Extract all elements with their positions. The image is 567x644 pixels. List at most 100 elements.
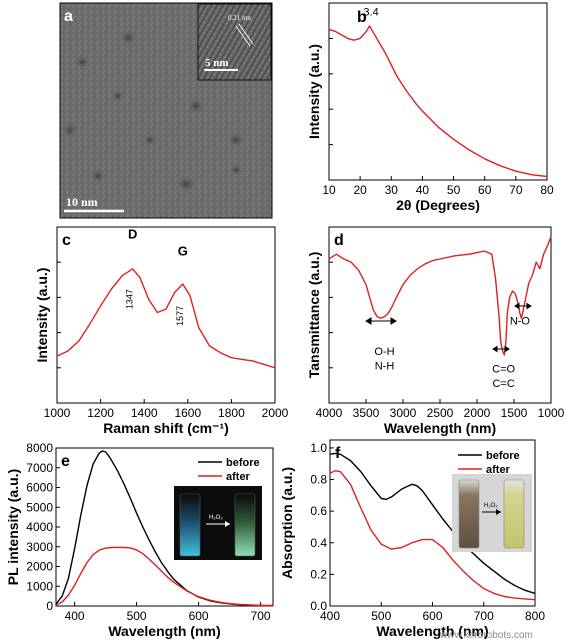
x-tick-label: 1400: [131, 406, 158, 420]
y-tick-label: 5000: [26, 500, 53, 514]
x-axis-label: Raman shift (cm⁻¹): [103, 420, 229, 436]
legend-before: before: [226, 457, 260, 469]
x-tick-label: 2000: [262, 406, 289, 420]
series-line-before: [329, 452, 536, 595]
y-tick-label: 6000: [26, 481, 53, 495]
tem-particles: [62, 30, 245, 193]
x-tick-label: 60: [478, 183, 492, 197]
y-axis-label: Intensity (a.u.): [34, 268, 50, 363]
panel-b: 10 20 30 40 50 60 70 80 3.4 2θ (Degrees) Intensi…: [306, 2, 554, 213]
y-tick-label: 0: [46, 599, 53, 613]
vial-photo: H₂O₂: [174, 486, 262, 560]
x-tick-label: 1800: [218, 406, 245, 420]
y-axis-label: Absorption (a.u.): [279, 467, 295, 579]
y-tick-label: 4000: [26, 520, 53, 534]
y-tick-label: 7000: [26, 461, 53, 475]
x-tick-label: 30: [385, 183, 399, 197]
y-tick-label: 0.8: [310, 473, 327, 487]
annotation: 3.4: [363, 6, 378, 18]
inset-spacing-label: 0.21 nm: [228, 14, 252, 22]
annotation: 1347: [125, 289, 135, 309]
y-axis-label: Intensity (a.u.): [306, 44, 322, 139]
x-tick-label: 3000: [390, 406, 417, 420]
scale-bar-label: 10 nm: [66, 195, 98, 209]
x-tick-label: 1200: [87, 406, 114, 420]
x-tick-label: 80: [540, 183, 554, 197]
legend-before: before: [486, 450, 520, 462]
y-tick-label: 2000: [26, 560, 53, 574]
series-line: [328, 236, 552, 356]
vial-photo: H₂O₂: [452, 474, 532, 552]
y-tick-label: 0.4: [310, 536, 327, 550]
x-tick-label: 600: [422, 609, 442, 623]
annotation: D: [128, 227, 137, 242]
x-tick-label: 700: [251, 609, 271, 623]
x-tick-label: 600: [189, 609, 209, 623]
x-tick-label: 1000: [538, 406, 565, 420]
annotation: O-H: [374, 346, 394, 358]
y-tick-label: 0.2: [310, 567, 327, 581]
panel-label-a: a: [64, 8, 73, 25]
y-tick-label: 1000: [26, 579, 53, 593]
panel-label-e: e: [61, 453, 70, 470]
x-tick-label: 10: [322, 183, 336, 197]
x-axis-label: Wavelength (nm): [108, 623, 220, 639]
x-tick-label: 700: [474, 609, 494, 623]
panel-label-d: d: [334, 232, 344, 249]
inset-scale-label: 5 nm: [205, 57, 229, 69]
panel-f: 400 500 600 700 800 0.0 0.2 0.4 0.6 0.8 1.0 Wavele…: [279, 439, 545, 639]
panel-a: 0.21 nm 5 nm 10 nm a: [59, 2, 273, 219]
plot-frame: [328, 2, 548, 181]
x-tick-label: 2000: [464, 406, 491, 420]
annotation: G: [178, 243, 188, 258]
x-tick-label: 400: [65, 609, 85, 623]
vial-reagent-label: H₂O₂: [209, 515, 223, 521]
x-tick-label: 500: [127, 609, 147, 623]
y-tick-label: 0.6: [310, 504, 327, 518]
panel-c: 1000 1200 1400 1600 1800 2000 D 1347 G 1577 Raman…: [34, 226, 289, 436]
y-tick-label: 8000: [26, 441, 53, 455]
annotation: C=C: [492, 378, 514, 390]
x-axis-label: 2θ (Degrees): [396, 197, 480, 213]
plot-frame: [56, 226, 276, 404]
vial-reagent-label: H₂O₂: [484, 503, 498, 509]
watermark: www.kerbrobots.com: [439, 630, 533, 641]
legend: before after: [198, 457, 260, 483]
series-line-after: [329, 470, 536, 601]
x-axis-label: Wavelength (nm): [384, 420, 496, 436]
y-tick-label: 1.0: [310, 441, 327, 455]
legend-after: after: [486, 464, 511, 476]
x-tick-label: 800: [525, 609, 545, 623]
panel-d: 4000 3500 3000 2500 2000 1500 1000 O-H N-H C=O C=C…: [306, 226, 565, 436]
x-axis-label: Wavelength (nm): [376, 623, 488, 639]
y-tick-label: 0.0: [310, 599, 327, 613]
tem-inset: 0.21 nm 5 nm: [197, 3, 272, 81]
annotation: C=O: [492, 364, 515, 376]
y-tick-label: 3000: [26, 540, 53, 554]
legend: before after: [458, 450, 520, 476]
y-axis-label: Tansmittance (a.u.): [306, 252, 322, 379]
x-tick-label: 3500: [353, 406, 380, 420]
x-tick-label: 1600: [174, 406, 201, 420]
x-tick-label: 50: [447, 183, 461, 197]
x-tick-label: 1000: [44, 406, 71, 420]
x-tick-label: 2500: [427, 406, 454, 420]
panel-label-c: c: [62, 232, 71, 249]
x-tick-label: 70: [509, 183, 523, 197]
panel-e: 400 500 600 7000100020003000400050006000700…: [5, 441, 274, 639]
x-tick-label: 1500: [501, 406, 528, 420]
x-tick-label: 4000: [316, 406, 343, 420]
annotation: N-O: [510, 316, 531, 328]
ir-band-arrows: [365, 302, 532, 353]
panel-label-b: b: [357, 9, 367, 26]
x-tick-label: 500: [371, 609, 391, 623]
annotation: 1577: [175, 306, 185, 326]
series-line: [328, 25, 548, 178]
series-line-after: [55, 546, 274, 607]
legend-after: after: [226, 471, 251, 483]
annotation: N-H: [375, 360, 395, 372]
x-tick-label: 400: [320, 609, 340, 623]
x-tick-label: 20: [353, 183, 367, 197]
y-axis-label: PL intensity (a.u.): [5, 469, 21, 585]
